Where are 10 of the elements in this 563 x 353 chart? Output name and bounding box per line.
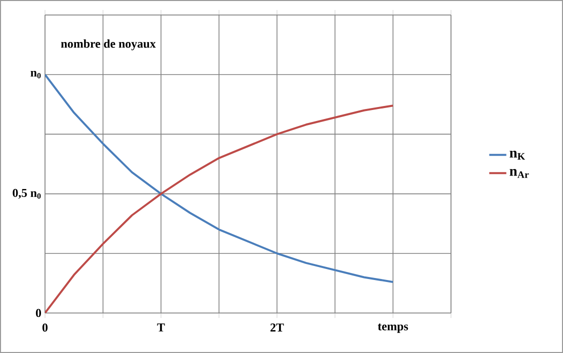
text: n$_{0}$ — [30, 70, 41, 78]
x-tick-label: T — [157, 324, 165, 332]
legend-label: n$_{K}$ — [510, 150, 526, 160]
text: 0 — [36, 308, 42, 318]
x-tick-label: temps — [378, 324, 408, 333]
legend-label: n$_{Ar}$ — [510, 168, 529, 178]
x-tick-label: 2T — [270, 324, 284, 332]
y-axis-title: nombre de noyaux — [61, 39, 156, 50]
x-tick-label: 0 — [42, 324, 48, 332]
text: 0,5 n$_{0}$ — [12, 188, 41, 199]
